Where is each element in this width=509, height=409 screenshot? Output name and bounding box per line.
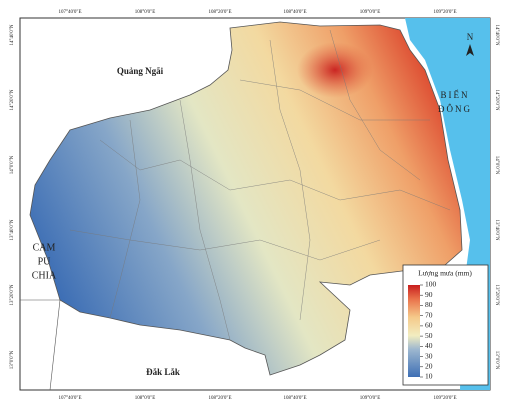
coord-label: 109°0'0"E [360, 396, 381, 401]
coord-label: 108°20'0"E [209, 396, 232, 401]
district-borders [69, 29, 451, 341]
legend-tick-label: 50 [425, 331, 433, 340]
coord-label: 109°20'0"E [434, 396, 457, 401]
coord-label: 108°0'0"E [135, 396, 156, 401]
coord-label: 14°20'0"N [494, 89, 499, 110]
coord-label: 13°40'0"N [10, 219, 15, 240]
coord-label: 109°20'0"E [434, 10, 457, 15]
place-label: CAM [33, 242, 56, 253]
coord-label: 107°40'0"E [59, 10, 82, 15]
place-label: BIỂN [441, 90, 470, 100]
coord-label: 13°20'0"N [10, 284, 15, 305]
legend-tick-label: 70 [425, 310, 433, 319]
legend-tick-label: 60 [425, 321, 433, 330]
coord-label: 14°40'0"N [494, 24, 499, 45]
province-area [29, 21, 463, 376]
legend-tick-label: 100 [425, 280, 437, 289]
border-line [49, 299, 61, 391]
place-label: Quảng Ngãi [117, 66, 164, 76]
legend-tick-label: 40 [425, 341, 433, 350]
coord-label: 13°0'0"N [494, 351, 499, 370]
coord-label: 14°20'0"N [10, 89, 15, 110]
coord-label: 108°40'0"E [284, 396, 307, 401]
compass: N [467, 32, 474, 42]
rain-maximum [297, 42, 373, 98]
color-bar [408, 285, 420, 377]
north-arrow [466, 44, 474, 56]
coord-label: 108°40'0"E [284, 10, 307, 15]
place-label: PU [38, 256, 52, 267]
legend-tick-label: 90 [425, 290, 433, 299]
coord-label: 108°20'0"E [209, 10, 232, 15]
legend-title: Lượng mưa (mm) [418, 269, 472, 278]
legend-tick-label: 10 [425, 372, 433, 381]
coord-label: 107°40'0"E [59, 396, 82, 401]
place-label: ĐÔNG [438, 104, 472, 114]
coord-label: 13°0'0"N [10, 350, 15, 369]
coord-label: 14°0'0"N [494, 156, 499, 175]
coord-label: 109°0'0"E [360, 10, 381, 15]
coord-label: 108°0'0"E [135, 10, 156, 15]
legend-tick-label: 20 [425, 361, 433, 370]
legend-tick-label: 30 [425, 351, 433, 360]
coord-label: 14°40'0"N [10, 24, 15, 45]
coord-label: 14°0'0"N [10, 155, 15, 174]
coord-label: 13°20'0"N [494, 284, 499, 305]
legend-tick-label: 80 [425, 300, 433, 309]
place-label: Đắk Lắk [146, 367, 180, 377]
place-label: CHIA [32, 270, 57, 281]
coord-label: 13°40'0"N [494, 219, 499, 240]
